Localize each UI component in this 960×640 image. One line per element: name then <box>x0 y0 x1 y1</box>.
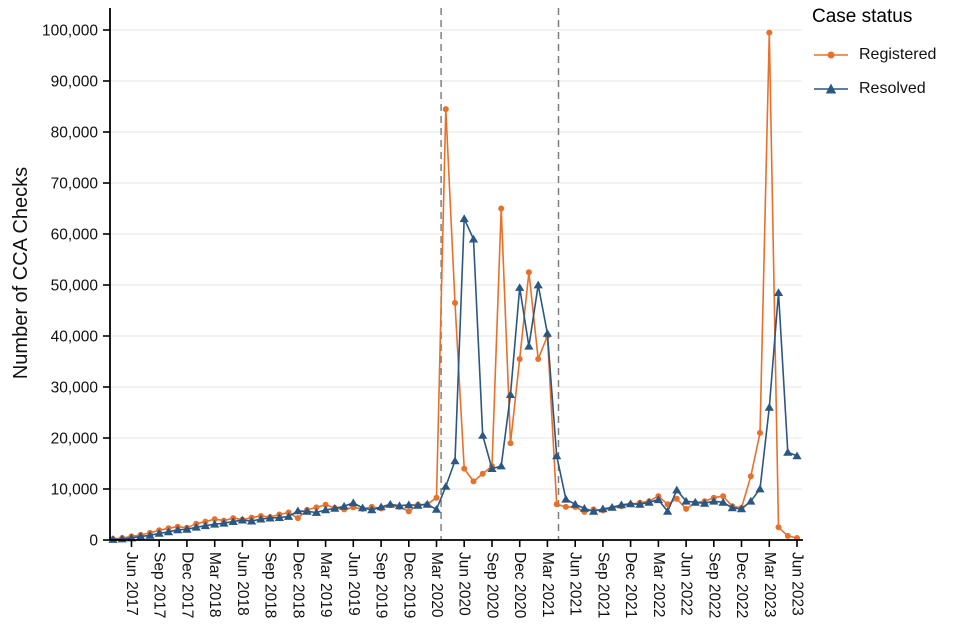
x-tick-label: Jun 2023 <box>789 552 806 616</box>
registered-line-circle-icon <box>814 51 848 59</box>
x-tick-label: Mar 2022 <box>650 552 667 617</box>
y-tick-label: 40,000 <box>51 329 99 346</box>
x-tick-label: Dec 2022 <box>733 552 750 618</box>
resolved-line-triangle-icon <box>814 83 848 94</box>
legend-title: Case status <box>812 6 913 27</box>
x-tick-label: Mar 2020 <box>428 552 445 618</box>
y-tick-label: 90,000 <box>51 74 99 91</box>
y-tick-label: 20,000 <box>51 431 99 448</box>
axes <box>109 8 803 541</box>
y-tick-label: 100,000 <box>42 23 98 40</box>
x-tick-label: Sep 2017 <box>151 552 168 618</box>
x-tick-label: Jun 2020 <box>456 552 473 616</box>
y-tick-label: 70,000 <box>51 176 99 193</box>
x-tick-label: Mar 2021 <box>539 552 556 617</box>
x-tick-label: Jun 2022 <box>678 552 695 616</box>
y-tick-label: 50,000 <box>51 278 99 295</box>
y-tick-label: 60,000 <box>51 227 99 244</box>
legend-item-registered: Registered <box>812 46 936 64</box>
y-axis-ticks: 0 10,000 20,000 30,000 40,000 50,000 60,000 70,… <box>42 23 110 550</box>
x-tick-label: Jun 2019 <box>345 552 362 616</box>
x-tick-label: Mar 2019 <box>317 552 334 617</box>
legend: Case status Registered Resolved <box>812 6 936 114</box>
y-tick-label: 30,000 <box>51 380 99 397</box>
legend-item-resolved: Resolved <box>812 80 936 98</box>
x-tick-label: Jun 2017 <box>123 552 140 616</box>
x-tick-label: Dec 2020 <box>511 552 528 619</box>
resolved-series <box>108 214 802 543</box>
x-tick-label: Jun 2018 <box>234 552 251 616</box>
y-tick-label: 0 <box>89 533 98 550</box>
legend-label-registered: Registered <box>859 46 937 63</box>
x-tick-label: Sep 2018 <box>262 552 279 618</box>
x-tick-label: Sep 2021 <box>594 552 611 618</box>
x-tick-label: Dec 2017 <box>178 552 195 618</box>
x-tick-label: Jun 2021 <box>567 552 584 616</box>
gridlines <box>110 29 802 541</box>
x-tick-label: Mar 2018 <box>206 552 223 617</box>
x-tick-label: Mar 2023 <box>761 552 778 617</box>
x-tick-label: Dec 2021 <box>622 552 639 618</box>
registered-series <box>110 29 800 542</box>
legend-label-resolved: Resolved <box>859 80 926 97</box>
y-tick-label: 80,000 <box>51 125 99 142</box>
x-tick-label: Dec 2019 <box>400 552 417 618</box>
y-axis-title: Number of CCA Checks <box>10 166 32 380</box>
event-dashed-lines <box>440 8 560 540</box>
x-tick-label: Sep 2022 <box>705 552 722 618</box>
x-axis-ticks: Jun 2017 Sep 2017 Dec 2017 Mar 2018 Jun 2018… <box>123 540 806 619</box>
x-tick-label: Dec 2018 <box>289 552 306 618</box>
x-tick-label: Sep 2020 <box>484 552 501 619</box>
y-tick-label: 10,000 <box>51 482 99 499</box>
x-tick-label: Sep 2019 <box>373 552 390 618</box>
